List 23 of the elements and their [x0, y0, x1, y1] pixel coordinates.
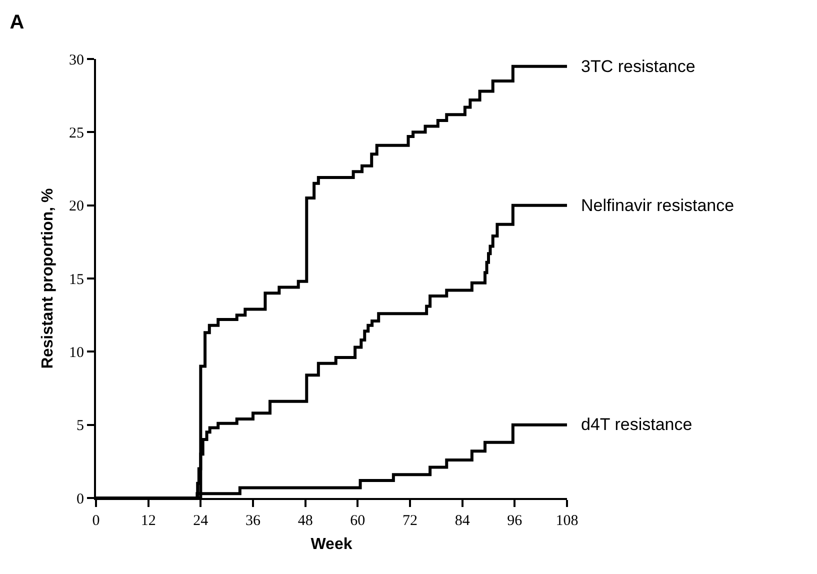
x-tick-label: 0	[92, 513, 100, 529]
y-tick-label: 25	[69, 125, 84, 142]
x-axis-title: Week	[310, 536, 352, 554]
x-tick-label: 84	[454, 513, 470, 529]
x-tick-label: 108	[556, 513, 578, 529]
y-tick-label: 20	[69, 198, 84, 215]
series-label: Nelfinavir resistance	[581, 196, 734, 215]
y-tick-label: 30	[69, 52, 84, 68]
y-tick-label: 10	[69, 344, 84, 361]
x-tick-label: 48	[298, 513, 313, 529]
series-label: 3TC resistance	[581, 57, 696, 76]
y-tick-label: 0	[76, 491, 84, 508]
series-label: d4T resistance	[581, 415, 692, 434]
y-axis-title: Resistant proportion, %	[39, 188, 56, 369]
x-tick-label: 12	[140, 513, 156, 529]
x-tick-label: 36	[246, 513, 261, 529]
x-tick-label: 96	[507, 513, 523, 529]
y-tick-label: 5	[76, 418, 84, 434]
chart-title: A	[10, 11, 24, 34]
x-tick-label: 72	[402, 513, 418, 529]
x-tick-label: 60	[350, 513, 366, 529]
x-tick-label: 24	[193, 513, 209, 529]
y-tick-label: 15	[69, 272, 84, 288]
